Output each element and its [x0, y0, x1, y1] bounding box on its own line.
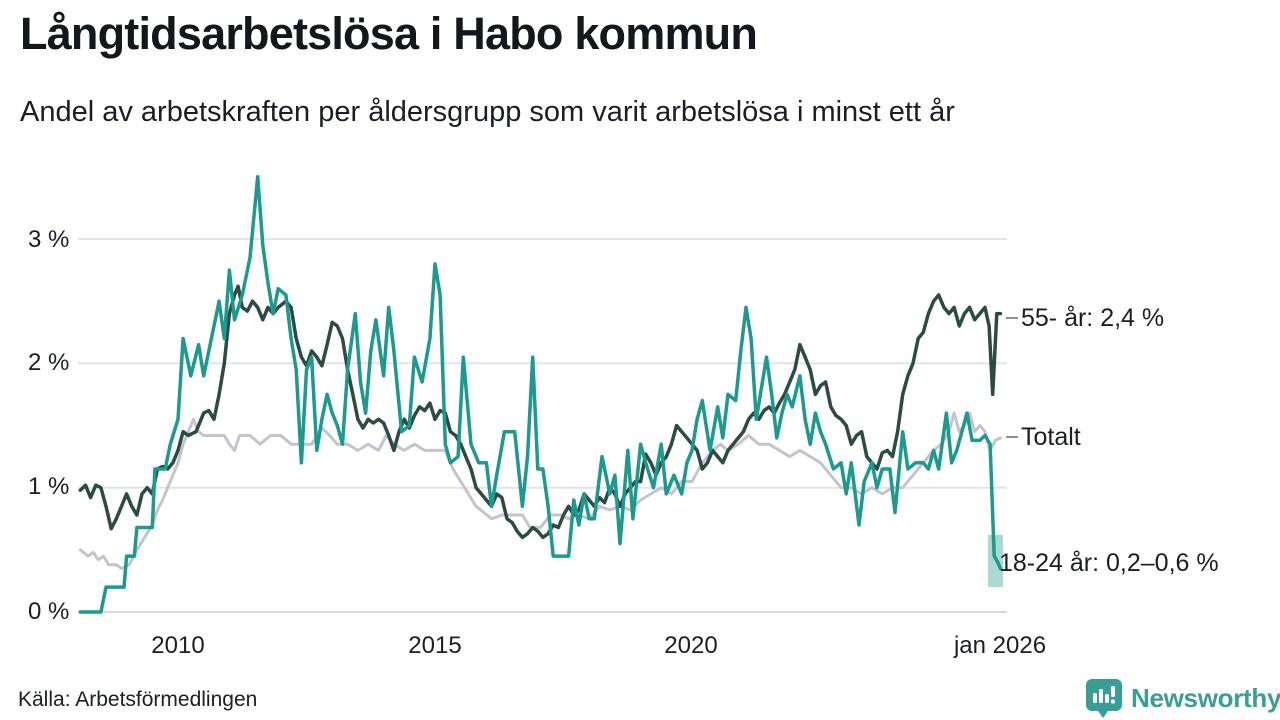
- newsworthy-logo-text: Newsworthy: [1131, 682, 1280, 713]
- x-tick-2010: 2010: [151, 632, 205, 659]
- source-note: Källa: Arbetsförmedlingen: [18, 688, 258, 711]
- newsworthy-brand: Newsworthy: [1085, 678, 1280, 718]
- y-tick-0: 0 %: [28, 598, 70, 625]
- series-label-totalt: Totalt: [1021, 423, 1081, 451]
- series-line-18-24: [78, 175, 1003, 614]
- x-tick-jan-2026: jan 2026: [953, 632, 1047, 659]
- y-tick-3: 3 %: [28, 226, 70, 253]
- series-label-55-plus: 55- år: 2,4 %: [1021, 304, 1165, 332]
- y-tick-2: 2 %: [28, 349, 70, 376]
- newsworthy-logo-icon: [1086, 679, 1122, 718]
- chart-subtitle: Andel av arbetskraften per åldersgrupp s…: [20, 96, 955, 128]
- y-tick-1: 1 %: [28, 473, 70, 500]
- chart-title: Långtidsarbetslösa i Habo kommun: [20, 8, 758, 59]
- x-tick-2015: 2015: [408, 632, 462, 659]
- series-label-18-24: 18-24 år: 0,2–0,6 %: [999, 549, 1219, 577]
- series-line-55-plus: [78, 284, 1003, 540]
- x-tick-2020: 2020: [664, 632, 718, 659]
